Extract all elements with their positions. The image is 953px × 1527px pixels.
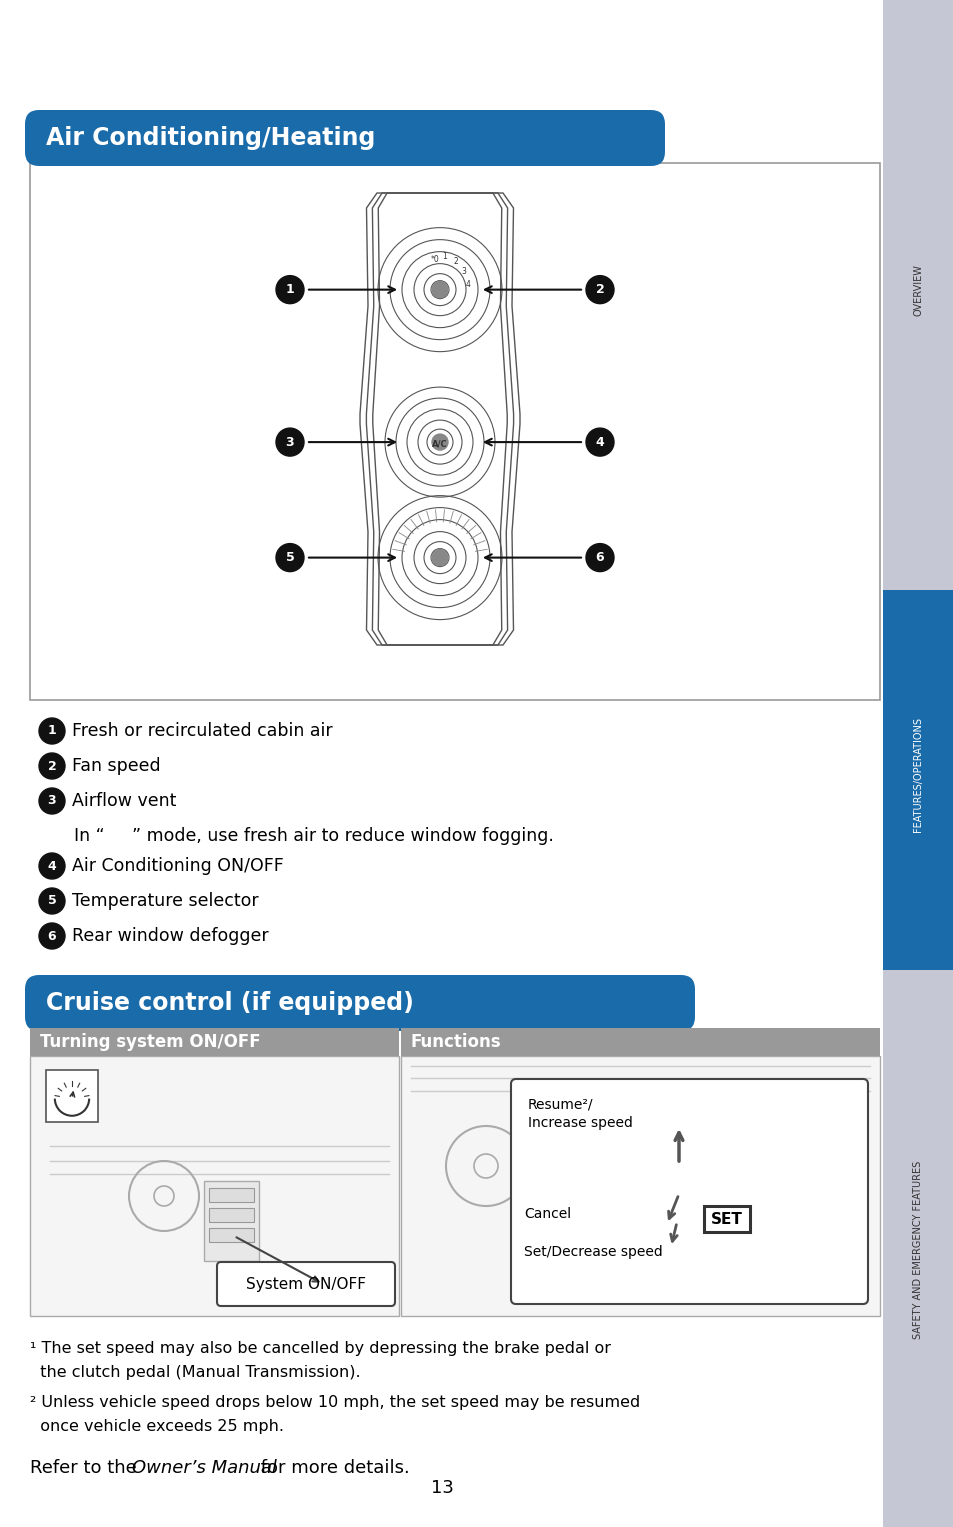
Text: A/C: A/C: [432, 440, 447, 449]
Text: 13: 13: [430, 1480, 453, 1496]
Bar: [30, 163, 879, 699]
Text: Fan speed: Fan speed: [71, 757, 160, 776]
Text: Owner’s Manual: Owner’s Manual: [132, 1458, 276, 1477]
Bar: [882, 0, 953, 1527]
Bar: [400, 1028, 879, 1057]
Text: Rear window defogger: Rear window defogger: [71, 927, 269, 945]
Text: *0: *0: [430, 255, 439, 264]
Circle shape: [275, 276, 304, 304]
Bar: [400, 1057, 879, 1316]
Text: 2: 2: [595, 282, 604, 296]
Text: Increase speed: Increase speed: [527, 1116, 632, 1130]
Bar: [209, 1208, 253, 1222]
Circle shape: [275, 544, 304, 571]
Text: Turning system ON/OFF: Turning system ON/OFF: [40, 1032, 260, 1051]
FancyBboxPatch shape: [25, 976, 695, 1031]
Text: SAFETY AND EMERGENCY FEATURES: SAFETY AND EMERGENCY FEATURES: [913, 1161, 923, 1339]
Bar: [882, 589, 953, 970]
Text: Cruise control (if equipped): Cruise control (if equipped): [46, 991, 414, 1015]
Text: Airflow vent: Airflow vent: [71, 793, 176, 809]
Text: 1: 1: [48, 724, 56, 738]
Circle shape: [39, 788, 65, 814]
Text: Functions: Functions: [411, 1032, 501, 1051]
Text: In “     ” mode, use fresh air to reduce window fogging.: In “ ” mode, use fresh air to reduce win…: [74, 828, 554, 844]
Text: Resume²/: Resume²/: [527, 1098, 593, 1112]
Text: 3: 3: [285, 435, 294, 449]
Bar: [30, 1057, 398, 1316]
Text: 4: 4: [48, 860, 56, 872]
Text: 2: 2: [48, 759, 56, 773]
Text: 3: 3: [461, 267, 466, 276]
Text: Refer to the: Refer to the: [30, 1458, 142, 1477]
Text: 4: 4: [595, 435, 604, 449]
FancyBboxPatch shape: [511, 1080, 867, 1304]
Text: 1: 1: [285, 282, 294, 296]
Text: ² Unless vehicle speed drops below 10 mph, the set speed may be resumed: ² Unless vehicle speed drops below 10 mp…: [30, 1396, 639, 1409]
Circle shape: [39, 753, 65, 779]
Text: Cancel: Cancel: [523, 1206, 571, 1222]
Text: ¹ The set speed may also be cancelled by depressing the brake pedal or: ¹ The set speed may also be cancelled by…: [30, 1341, 610, 1356]
Text: once vehicle exceeds 25 mph.: once vehicle exceeds 25 mph.: [30, 1419, 284, 1434]
Text: Air Conditioning/Heating: Air Conditioning/Heating: [46, 127, 375, 150]
Text: 5: 5: [48, 895, 56, 907]
Circle shape: [39, 718, 65, 744]
FancyBboxPatch shape: [216, 1261, 395, 1306]
Circle shape: [432, 434, 448, 450]
Text: OVERVIEW: OVERVIEW: [913, 264, 923, 316]
Circle shape: [585, 544, 614, 571]
Circle shape: [39, 854, 65, 880]
Bar: [204, 1180, 258, 1261]
Circle shape: [275, 428, 304, 457]
Bar: [46, 1070, 98, 1122]
Circle shape: [585, 276, 614, 304]
FancyBboxPatch shape: [25, 110, 664, 166]
Text: the clutch pedal (Manual Transmission).: the clutch pedal (Manual Transmission).: [30, 1365, 360, 1380]
Circle shape: [432, 281, 448, 298]
Text: Temperature selector: Temperature selector: [71, 892, 258, 910]
Circle shape: [585, 428, 614, 457]
Circle shape: [39, 889, 65, 915]
Text: 6: 6: [48, 930, 56, 942]
Text: 1: 1: [442, 252, 447, 261]
Text: for more details.: for more details.: [254, 1458, 410, 1477]
Text: SET: SET: [710, 1211, 742, 1226]
Text: 2: 2: [453, 257, 457, 266]
Text: 5: 5: [285, 551, 294, 563]
Text: 3: 3: [48, 794, 56, 808]
Text: Fresh or recirculated cabin air: Fresh or recirculated cabin air: [71, 722, 333, 741]
Text: 4: 4: [465, 279, 470, 289]
Circle shape: [432, 550, 448, 565]
Text: Set/Decrease speed: Set/Decrease speed: [523, 1245, 662, 1258]
Circle shape: [39, 922, 65, 948]
Text: FEATURES/OPERATIONS: FEATURES/OPERATIONS: [913, 718, 923, 832]
Bar: [209, 1228, 253, 1241]
Bar: [703, 1206, 749, 1232]
Text: System ON/OFF: System ON/OFF: [246, 1277, 366, 1292]
Text: 6: 6: [595, 551, 603, 563]
Bar: [209, 1188, 253, 1202]
Text: Air Conditioning ON/OFF: Air Conditioning ON/OFF: [71, 857, 283, 875]
Bar: [30, 1028, 398, 1057]
